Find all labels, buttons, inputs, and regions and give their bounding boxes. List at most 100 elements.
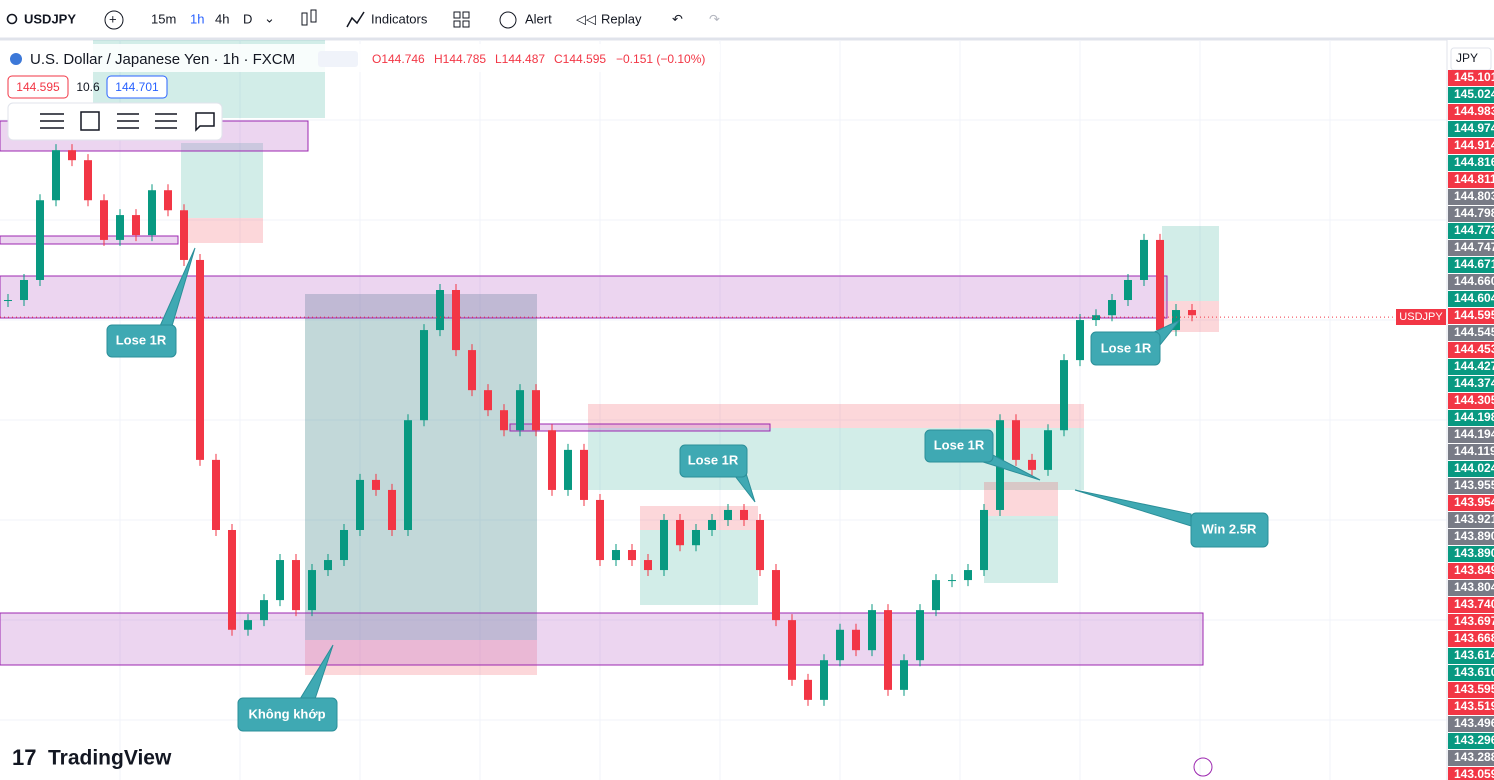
annotation: Lose 1R [116, 332, 167, 347]
price-label-bg [1448, 750, 1494, 766]
candle [772, 570, 780, 621]
logo-mark: 17 [12, 745, 36, 770]
indicators-button[interactable]: Indicators [371, 11, 428, 26]
symbol-tag-bg [1396, 309, 1446, 325]
lightning[interactable] [1193, 757, 1213, 777]
price-label-bg [1448, 495, 1494, 511]
drawing-toolbar [7, 102, 223, 141]
price-labels: 145.101 145.024 144.983 144.974 144.914 144.8… [1448, 70, 1494, 780]
price-label-bg [1448, 274, 1494, 290]
candle [452, 290, 460, 351]
layouts-icon[interactable] [453, 11, 470, 28]
candle [196, 259, 204, 460]
interval[interactable]: D [243, 11, 252, 26]
candle [644, 560, 652, 571]
price-label: 143.614 [1454, 648, 1494, 662]
price-label: 143.610 [1454, 665, 1494, 679]
legend-high: H144.785 [434, 52, 486, 66]
price-label: 143.849 [1454, 563, 1494, 577]
add-symbol-plus[interactable]: + [109, 11, 117, 26]
price-label: 144.983 [1454, 104, 1494, 118]
alert-button[interactable]: Alert [525, 11, 552, 26]
sell-price[interactable]: 144.595 [16, 80, 60, 94]
candle [292, 560, 300, 611]
candle [324, 560, 332, 571]
callouts: Lose 1R Không khớp Lose 1R Lose 1R Lose … [106, 247, 1269, 732]
candle [756, 519, 764, 571]
price-label-bg [1448, 733, 1494, 749]
interval-menu[interactable]: ⌄ [264, 10, 275, 25]
price-label-bg [1448, 444, 1494, 460]
candle [820, 660, 828, 700]
candle [692, 529, 700, 546]
candle [388, 489, 396, 530]
price-label-bg [1448, 597, 1494, 613]
candle [564, 449, 572, 490]
price-label-bg [1448, 648, 1494, 664]
price-label-bg [1448, 325, 1494, 341]
candle [628, 550, 636, 561]
candle [212, 459, 220, 530]
chart-type-icon[interactable] [301, 9, 317, 26]
toolbar [0, 0, 1494, 38]
price-label-bg [1448, 70, 1494, 86]
candle [884, 610, 892, 690]
price-label: 144.198 [1454, 410, 1494, 424]
interval[interactable]: 15m [151, 11, 176, 26]
candle [84, 160, 92, 201]
price-label: 144.305 [1454, 393, 1494, 407]
currency[interactable]: JPY [1456, 51, 1478, 65]
price-label-bg [1448, 138, 1494, 154]
candle [916, 610, 924, 661]
buy-price[interactable]: 144.701 [115, 80, 159, 94]
spread: 10.6 [76, 80, 100, 94]
candle [948, 580, 956, 582]
symbol[interactable]: USDJPY [24, 11, 76, 26]
interval-active[interactable]: 1h [190, 11, 204, 26]
legend-bg [0, 44, 720, 72]
price-label-bg [1448, 563, 1494, 579]
candle [52, 150, 60, 201]
price-label: 144.119 [1454, 444, 1494, 458]
replay-icon[interactable]: ◁◁ [576, 11, 596, 26]
price-label: 143.921 [1454, 512, 1494, 526]
price-label: 144.914 [1454, 138, 1494, 152]
candles [0, 144, 1447, 706]
sell-box[interactable] [7, 75, 69, 99]
candle [596, 499, 604, 561]
buy-box[interactable] [106, 75, 168, 99]
flag [10, 53, 22, 65]
candle [1108, 300, 1116, 316]
alert-icon[interactable] [499, 11, 517, 29]
price-label-bg [1448, 580, 1494, 596]
zones [0, 120, 1204, 666]
candle [548, 430, 556, 490]
candle [1156, 239, 1164, 331]
redo: ↷ [709, 11, 720, 26]
candle [68, 150, 76, 161]
replay-button[interactable]: Replay [601, 11, 642, 26]
price-label: 143.668 [1454, 631, 1494, 645]
search-icon[interactable] [6, 13, 18, 25]
price-label: 143.288 [1454, 750, 1494, 764]
price-label: 145.101 [1454, 70, 1494, 84]
add-symbol[interactable] [104, 10, 124, 30]
logo: TradingView [48, 747, 172, 770]
annotation: Lose 1R [934, 437, 985, 452]
interval[interactable]: 4h [215, 11, 229, 26]
legend-change: −0.151 (−0.10%) [616, 52, 705, 66]
candle [1012, 420, 1020, 460]
candle [1188, 310, 1196, 316]
indicators-icon[interactable] [346, 11, 365, 28]
candle [132, 215, 140, 236]
candle [36, 200, 44, 280]
price-label-bg [1448, 87, 1494, 103]
candle [1092, 315, 1100, 321]
grid [0, 40, 1447, 780]
price-label-bg [1448, 546, 1494, 562]
candle [532, 390, 540, 431]
undo[interactable]: ↶ [672, 11, 683, 26]
price-label-bg [1448, 393, 1494, 409]
